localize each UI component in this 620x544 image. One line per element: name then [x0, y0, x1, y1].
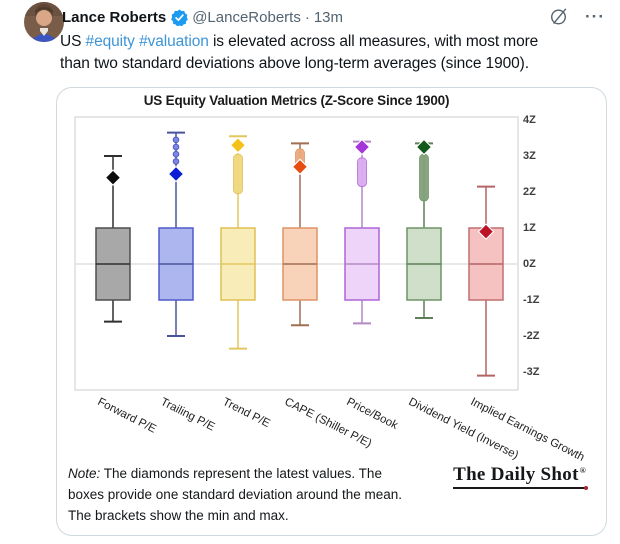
more-options-button[interactable]: ···: [585, 6, 605, 26]
tweet-text-pre: US: [60, 33, 86, 50]
verified-badge-icon: [171, 9, 189, 26]
y-tick-2Z: 2Z: [523, 186, 536, 198]
tweet-text-line2: than two standard deviations above long-…: [60, 55, 529, 72]
byline-separator: ·: [304, 8, 310, 26]
y-tick--3Z: -3Z: [523, 366, 540, 378]
hashtag-equity[interactable]: #equity: [85, 33, 135, 50]
y-tick--1Z: -1Z: [523, 294, 540, 306]
tweet-text: US #equity #valuation is elevated across…: [60, 31, 612, 75]
footnote-text: The diamonds represent the latest values…: [68, 466, 402, 523]
hashtag-valuation[interactable]: #valuation: [139, 33, 209, 50]
registered-mark: ®: [579, 465, 586, 475]
daily-shot-logo: The Daily Shot®: [453, 464, 588, 490]
avatar-photo: [24, 2, 64, 42]
y-tick-3Z: 3Z: [523, 150, 536, 162]
y-tick--2Z: -2Z: [523, 330, 540, 342]
chart-title: US Equity Valuation Metrics (Z-Score Sin…: [143, 93, 450, 108]
footnote-prefix: Note:: [68, 466, 101, 481]
author-name[interactable]: Lance Roberts: [62, 8, 167, 26]
author-handle[interactable]: @LanceRoberts: [192, 8, 301, 26]
avatar[interactable]: [24, 2, 64, 42]
y-tick-1Z: 1Z: [523, 222, 536, 234]
grok-icon[interactable]: [549, 7, 568, 26]
tweet-byline: Lance Roberts @LanceRoberts · 13m: [62, 7, 343, 27]
tweet-timestamp[interactable]: 13m: [313, 8, 344, 26]
chart-footnote: Note: The diamonds represent the latest …: [68, 463, 412, 526]
y-tick-4Z: 4Z: [523, 114, 536, 126]
y-tick-0Z: 0Z: [523, 258, 536, 270]
tweet-text-line1: is elevated across all measures, with mo…: [208, 33, 539, 50]
